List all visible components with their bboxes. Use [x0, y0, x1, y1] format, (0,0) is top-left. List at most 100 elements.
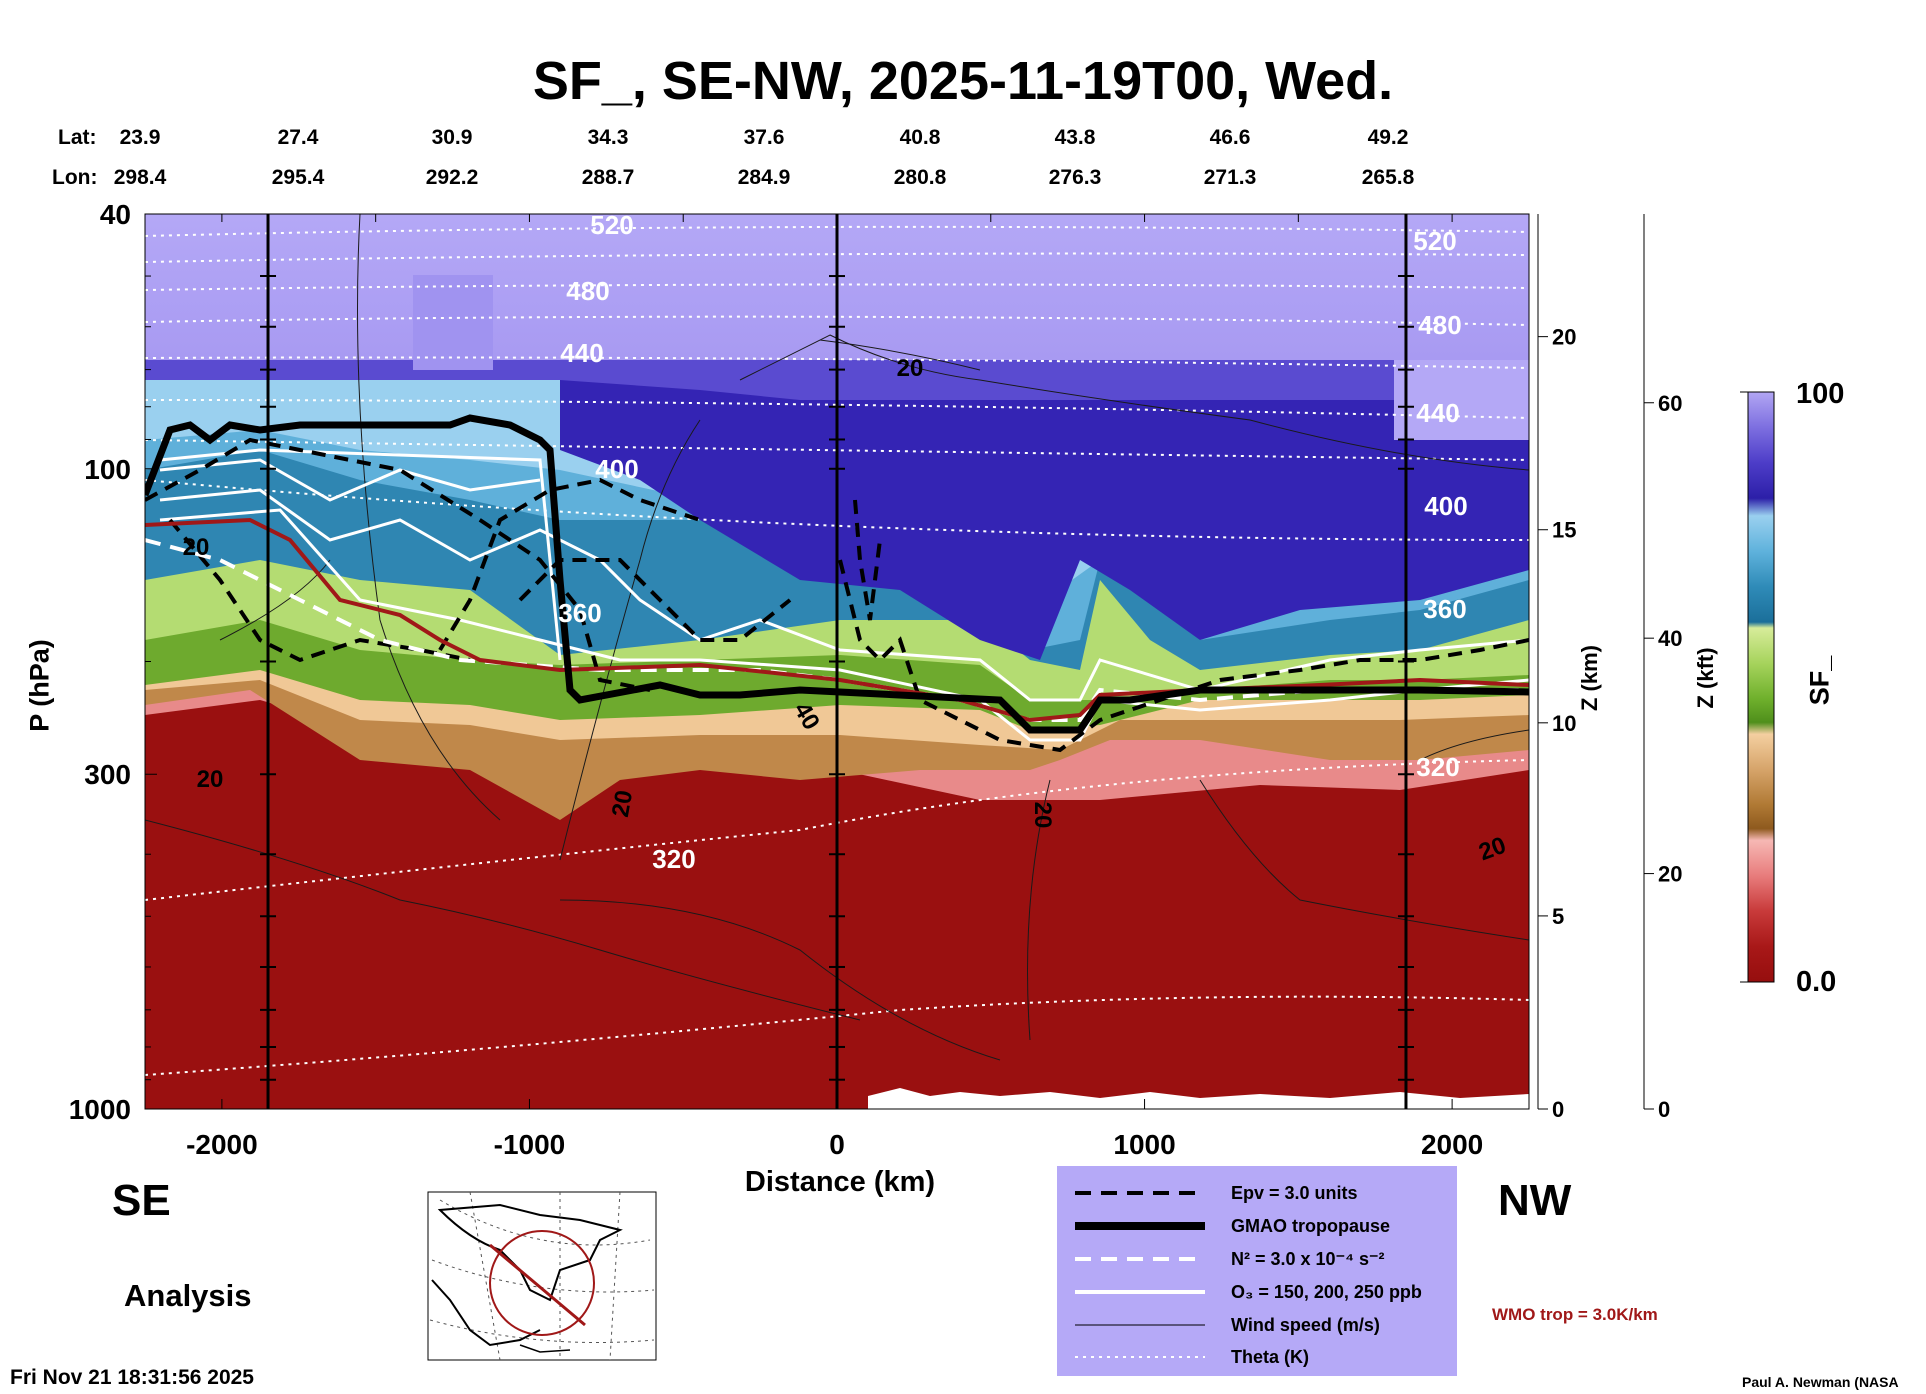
z-kft-tick-label: 40 — [1658, 626, 1682, 651]
zkft-label-wrap: Z (kft) — [1676, 640, 1736, 720]
y-axis-label-wrap: P (hPa) — [20, 639, 60, 740]
field-patch-right — [1394, 360, 1529, 440]
theta-label: 400 — [1424, 491, 1467, 521]
legend-swatch-theta — [1075, 1356, 1205, 1358]
lat-value: 49.2 — [1367, 126, 1409, 149]
theta-label: 320 — [652, 844, 695, 874]
theta-label: 320 — [1416, 752, 1459, 782]
colorbar-ticks — [1740, 391, 1748, 983]
wind-label: 20 — [1029, 802, 1056, 829]
theta-label: 520 — [590, 210, 633, 240]
direction-se: SE — [112, 1176, 171, 1225]
legend-theta: Theta (K) — [1075, 1344, 1309, 1370]
legend-label-epv: Epv = 3.0 units — [1231, 1182, 1358, 1203]
theta-label: 360 — [1423, 594, 1466, 624]
surface-white — [868, 1088, 1529, 1109]
legend-swatch-epv — [1075, 1191, 1205, 1195]
z-kft-tick-label: 60 — [1658, 391, 1682, 416]
theta-label: 440 — [560, 338, 603, 368]
theta-label: 360 — [558, 598, 601, 628]
gmao-tropopause-line — [145, 414, 1529, 734]
lon-value: 295.4 — [271, 166, 325, 189]
x-tick-label: -1000 — [494, 1129, 566, 1160]
legend-swatch-wind — [1075, 1324, 1205, 1326]
lat-value: 27.4 — [277, 126, 319, 149]
colorbar — [1747, 391, 1775, 983]
wind-speed-lines — [145, 214, 1529, 1061]
legend: Epv = 3.0 units GMAO tropopause N² = 3.0… — [1057, 1166, 1457, 1376]
z-km-tick-label: 15 — [1552, 518, 1576, 543]
theta-label: 520 — [1413, 226, 1456, 256]
zkm-label-wrap: Z (km) — [1560, 640, 1620, 720]
legend-label-n2: N² = 3.0 x 10⁻⁴ s⁻² — [1231, 1248, 1385, 1269]
locator-map — [427, 1191, 657, 1361]
lon-value: 265.8 — [1361, 166, 1415, 189]
lon-value: 271.3 — [1203, 166, 1257, 189]
lon-value: 292.2 — [425, 166, 479, 189]
legend-label-theta: Theta (K) — [1231, 1346, 1309, 1367]
colorbar-label: SF_ — [1804, 655, 1835, 706]
x-tick-label: -2000 — [186, 1129, 258, 1160]
z-kft-label: Z (kft) — [1693, 647, 1718, 709]
z-kft-tick-label: 0 — [1658, 1097, 1670, 1122]
lat-value: 34.3 — [587, 126, 629, 149]
colorbar-min: 0.0 — [1796, 966, 1837, 998]
lon-value: 288.7 — [581, 166, 635, 189]
theta-label: 480 — [566, 276, 609, 306]
z-km-tick-label: 20 — [1552, 325, 1576, 350]
lon-value: 276.3 — [1048, 166, 1102, 189]
x-tick-label: 1000 — [1113, 1129, 1175, 1160]
wind-label: 20 — [183, 534, 210, 561]
lon-label: Lon: — [52, 166, 98, 189]
timestamp: Fri Nov 21 18:31:56 2025 — [10, 1366, 254, 1389]
z-km-label: Z (km) — [1577, 645, 1602, 711]
vertical-lines — [260, 214, 1414, 1109]
wind-label: 20 — [897, 355, 924, 382]
z-km-tick-label: 10 — [1552, 711, 1576, 736]
colorbar-label-wrap: SF_ — [1800, 640, 1840, 720]
x-axis-label: Distance (km) — [744, 1166, 936, 1198]
z-kft-ticks: 0 20 40 60 — [1644, 391, 1682, 1122]
theta-lines — [145, 225, 1529, 1076]
legend-label-wind: Wind speed (m/s) — [1231, 1314, 1380, 1335]
legend-o3: O₃ = 150, 200, 250 ppb — [1075, 1279, 1422, 1305]
legend-wind: Wind speed (m/s) — [1075, 1312, 1380, 1338]
y-tick-label: 40 — [100, 199, 131, 230]
chart-title: SF_, SE-NW, 2025-11-19T00, Wed. — [532, 51, 1394, 111]
direction-nw: NW — [1498, 1176, 1572, 1225]
lat-value: 37.6 — [743, 126, 785, 149]
legend-epv: Epv = 3.0 units — [1075, 1180, 1358, 1206]
z-km-ticks: 0 5 10 15 20 — [1538, 325, 1576, 1122]
x-tick-label: 0 — [829, 1129, 845, 1160]
y-tick-label: 300 — [84, 759, 131, 790]
legend-gmao: GMAO tropopause — [1075, 1213, 1390, 1239]
credit: Paul A. Newman (NASA — [1742, 1374, 1899, 1390]
z-km-tick-label: 0 — [1552, 1097, 1564, 1122]
theta-label: 440 — [1416, 398, 1459, 428]
y-tick-label: 100 — [84, 454, 131, 485]
y-ticks: 40 100 300 1000 — [69, 199, 157, 1125]
legend-label-gmao: GMAO tropopause — [1231, 1215, 1391, 1236]
lat-value: 30.9 — [431, 126, 473, 149]
lon-value: 298.4 — [113, 166, 167, 189]
field-patch — [413, 275, 493, 370]
x-ticks: -2000 -1000 0 1000 2000 — [186, 214, 1483, 1160]
theta-label: 480 — [1418, 310, 1461, 340]
lat-value: 23.9 — [119, 126, 161, 149]
lat-value: 46.6 — [1209, 126, 1251, 149]
theta-label: 400 — [595, 454, 638, 484]
legend-n2: N² = 3.0 x 10⁻⁴ s⁻² — [1075, 1246, 1384, 1272]
wind-label: 20 — [607, 788, 638, 819]
lat-value: 40.8 — [899, 126, 941, 149]
legend-swatch-n2 — [1075, 1257, 1205, 1261]
legend-label-o3: O₃ = 150, 200, 250 ppb — [1231, 1281, 1422, 1302]
lat-value: 43.8 — [1054, 126, 1096, 149]
lat-label: Lat: — [58, 126, 97, 149]
analysis-label: Analysis — [124, 1278, 252, 1313]
y-tick-label: 1000 — [69, 1094, 131, 1125]
colorbar-max: 100 — [1796, 378, 1845, 410]
wmo-label: WMO trop = 3.0K/km — [1492, 1305, 1658, 1324]
z-km-tick-label: 5 — [1552, 904, 1564, 929]
